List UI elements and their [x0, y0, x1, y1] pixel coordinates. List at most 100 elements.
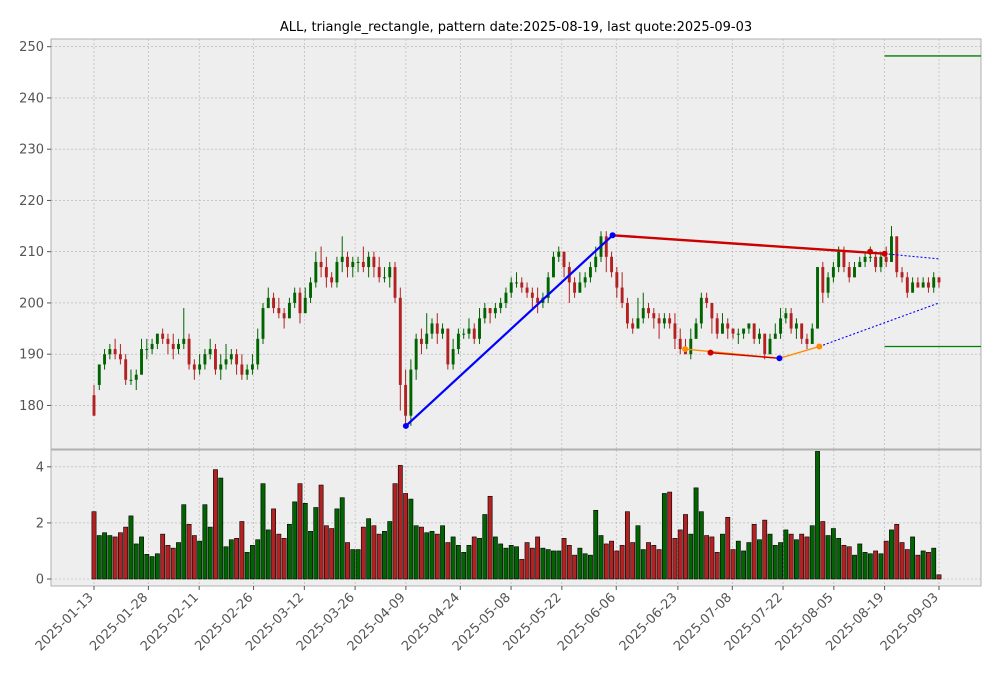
volume-bar [329, 528, 335, 580]
volume-bar [429, 531, 435, 580]
volume-bar [677, 529, 683, 580]
candle-body [890, 236, 893, 262]
volume-bar [154, 553, 160, 580]
volume-bar [704, 535, 710, 580]
candle-body [641, 308, 645, 319]
candle-body [404, 384, 408, 416]
candle-body [203, 354, 207, 365]
volume-bar [540, 547, 546, 580]
candle-body [779, 318, 783, 334]
volume-bar [640, 549, 646, 580]
candle-body [625, 302, 629, 324]
candle-body [155, 333, 159, 344]
candle-body [673, 323, 677, 339]
candle-body [694, 323, 698, 339]
candle-body [208, 349, 212, 355]
volume-bar [873, 550, 879, 580]
candle-body [351, 261, 355, 268]
candle-body [108, 349, 112, 355]
candle-body [224, 359, 228, 365]
volume-bar [904, 549, 910, 580]
volume-bar [609, 540, 614, 580]
volume-bar [223, 546, 229, 580]
volume-bar [889, 529, 894, 580]
pattern-lines [402, 55, 981, 429]
volume-bar [614, 550, 620, 580]
volume-bar [323, 525, 329, 580]
candle-body [557, 251, 561, 257]
volume-bar [683, 514, 688, 580]
price-tick-label: 230 [19, 143, 44, 158]
candle-body [393, 267, 397, 298]
volume-bar [91, 511, 97, 580]
candle-body [245, 369, 249, 375]
support-line [779, 345, 820, 359]
candle-body [578, 282, 582, 293]
candle-body [266, 297, 270, 309]
candle-body [383, 277, 386, 279]
volume-bar [529, 547, 535, 580]
candle-body [214, 349, 217, 370]
candle-body [520, 282, 524, 288]
candle-body [256, 338, 260, 365]
candle-body [863, 256, 867, 262]
volume-bar [176, 542, 181, 580]
candle-body [932, 277, 936, 288]
candle-body [884, 256, 888, 262]
candle-body [763, 333, 767, 355]
volume-bar [667, 491, 673, 580]
candle-body [161, 333, 165, 339]
price-panel [50, 38, 982, 450]
volume-y-axis: 0 2 4 [36, 460, 51, 587]
candle-body [853, 267, 856, 278]
candle-body [736, 333, 740, 335]
volume-bar [841, 545, 847, 580]
x-tick-label: 2025-09-03 [878, 590, 942, 654]
candle-body [250, 364, 254, 370]
candle-body [868, 256, 872, 258]
candle-body [530, 292, 534, 298]
candle-body [388, 267, 392, 278]
candle-body [705, 297, 709, 303]
volume-bar [878, 553, 884, 580]
candle-body [916, 282, 920, 288]
volume-bar [815, 451, 820, 580]
volume-bar [271, 508, 276, 580]
volume-bar [244, 552, 250, 580]
price-grid [51, 39, 981, 449]
pattern-point [609, 232, 616, 239]
candle-body [499, 302, 503, 309]
candle-body [826, 277, 830, 293]
volume-bar [234, 538, 240, 580]
volume-bar [239, 521, 245, 580]
volume-bar [492, 536, 498, 580]
volume-bar [804, 536, 810, 580]
price-tick-label: 180 [19, 399, 44, 414]
candle-body [604, 236, 608, 257]
candle-body [662, 318, 666, 324]
volume-bar [117, 532, 123, 580]
candle-body [905, 277, 909, 293]
volume-bar [213, 469, 218, 580]
volume-bar [688, 533, 694, 580]
candle-body [324, 267, 328, 278]
volume-bar [197, 540, 203, 580]
candle-body [377, 267, 381, 278]
volume-bar [519, 559, 525, 580]
volume-bar [883, 540, 889, 580]
candle-body [493, 308, 497, 314]
candle-body [689, 338, 693, 355]
volume-bar [793, 539, 799, 580]
volume-bar [661, 493, 667, 580]
candle-body [240, 364, 244, 375]
candle-body [113, 349, 117, 355]
candle-body [229, 354, 233, 360]
volume-bar [487, 495, 493, 580]
candle-body [636, 318, 640, 329]
candle-body [742, 328, 746, 334]
volume-bar [857, 543, 863, 580]
candle-body [858, 261, 862, 268]
volume-bars [91, 451, 942, 580]
